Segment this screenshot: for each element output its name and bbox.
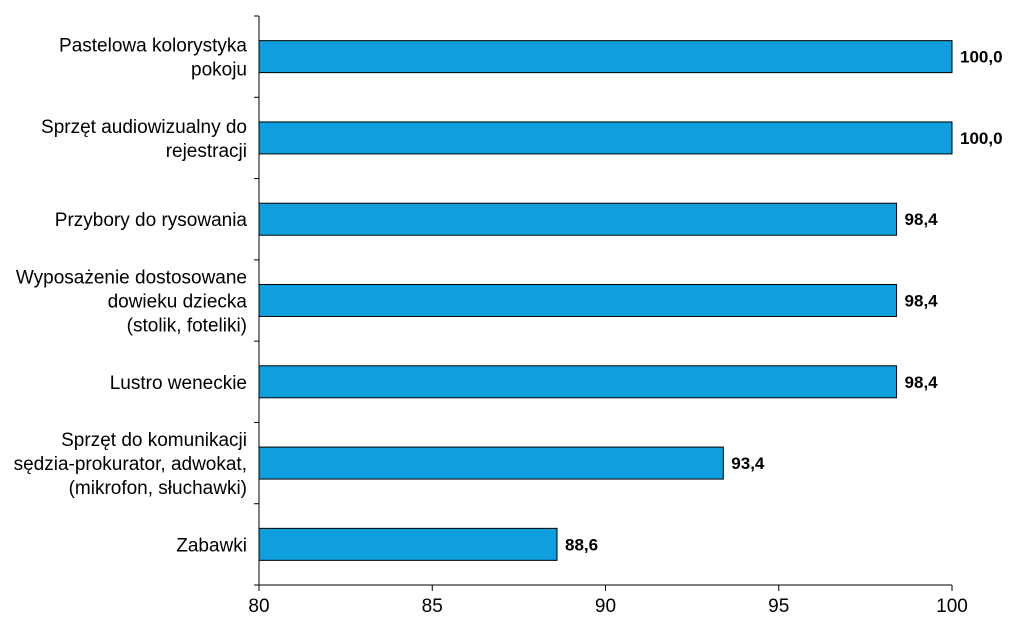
category-label-7: Zabawki bbox=[176, 535, 247, 556]
bar-7 bbox=[258, 527, 558, 561]
category-label-3: Przybory do rysowania bbox=[55, 210, 248, 231]
value-label-1: 100,0 bbox=[960, 48, 1003, 67]
x-tick-label: 85 bbox=[422, 596, 443, 617]
category-label-1: Pastelowa kolorystyka pokoju bbox=[59, 36, 247, 81]
bar-2 bbox=[258, 121, 953, 155]
category-label-line: Wyposażenie dostosowane bbox=[16, 268, 247, 289]
value-label-7: 88,6 bbox=[565, 535, 598, 554]
value-label-5: 98,4 bbox=[905, 373, 939, 392]
category-label-line: (mikrofon, słuchawki) bbox=[69, 478, 247, 499]
value-label-3: 98,4 bbox=[905, 210, 939, 229]
value-label-2: 100,0 bbox=[960, 129, 1003, 148]
category-label-line: Przybory do rysowania bbox=[55, 210, 248, 231]
bars-group bbox=[258, 40, 953, 561]
category-label-line: sędzia-prokurator, adwokat, bbox=[14, 454, 247, 475]
category-label-6: Sprzęt do komunikacji sędzia-prokurator, … bbox=[14, 430, 247, 499]
bar-4 bbox=[258, 284, 898, 317]
x-tick-label: 95 bbox=[768, 596, 789, 617]
value-label-6: 93,4 bbox=[731, 454, 765, 473]
category-label-line: Sprzęt audiowizualny do bbox=[41, 117, 247, 138]
category-label-2: Sprzęt audiowizualny do rejestracji bbox=[41, 117, 247, 162]
category-label-line: (stolik, foteliki) bbox=[127, 316, 247, 337]
category-label-line: rejestracji bbox=[166, 141, 247, 162]
category-label-5: Lustro weneckie bbox=[110, 373, 247, 394]
value-labels-group: 100,0 100,0 98,4 98,4 98,4 93,4 88,6 bbox=[565, 48, 1003, 555]
category-label-line: Sprzęt do komunikacji bbox=[61, 430, 247, 451]
category-label-4: Wyposażenie dostosowane dowieku dziecka (s… bbox=[16, 268, 248, 337]
value-label-4: 98,4 bbox=[905, 292, 939, 311]
bar-6 bbox=[258, 446, 724, 480]
category-label-line: dowieku dziecka bbox=[108, 292, 248, 313]
x-tick-label: 90 bbox=[595, 596, 616, 617]
category-label-line: Pastelowa kolorystyka bbox=[59, 36, 247, 57]
category-labels-group: Pastelowa kolorystyka pokoju Sprzęt audiow… bbox=[14, 36, 248, 557]
bar-3 bbox=[258, 202, 898, 236]
x-tick-label: 100 bbox=[936, 596, 968, 617]
x-tick-labels-group: 80 85 90 95 100 bbox=[248, 596, 967, 617]
axes-group bbox=[254, 15, 953, 591]
category-label-line: Lustro weneckie bbox=[110, 373, 247, 394]
bar-1 bbox=[258, 40, 953, 74]
bar-5 bbox=[258, 365, 898, 399]
x-tick-label: 80 bbox=[248, 596, 269, 617]
category-label-line: Zabawki bbox=[176, 535, 247, 556]
category-label-line: pokoju bbox=[191, 60, 247, 81]
